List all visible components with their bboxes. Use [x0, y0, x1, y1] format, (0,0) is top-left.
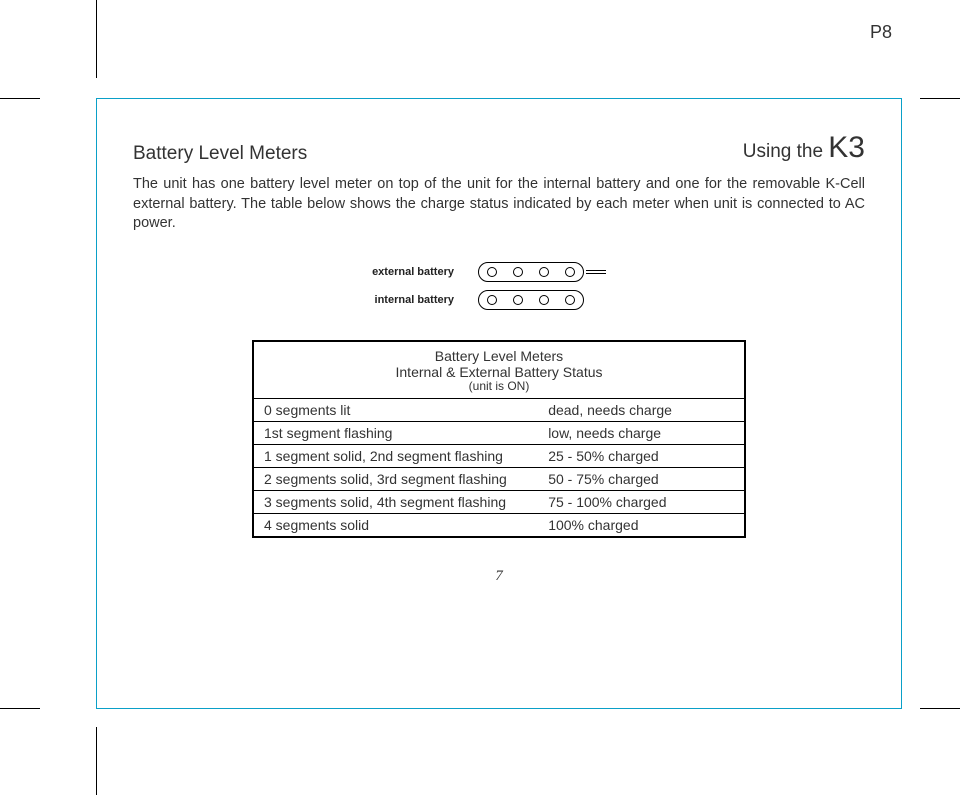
table-cell-right: 75 - 100% charged: [538, 491, 744, 513]
inner-page-number: 7: [133, 568, 865, 585]
meter-label-internal: internal battery: [334, 294, 454, 306]
crop-mark: [96, 727, 97, 795]
table-cell-right: 50 - 75% charged: [538, 468, 744, 490]
meter-icon-external: [478, 262, 606, 282]
top-page-label: P8: [870, 22, 892, 43]
table-heading: Battery Level Meters Internal & External…: [254, 342, 744, 399]
table-heading-line-1: Battery Level Meters: [262, 348, 736, 364]
meter-segment-icon: [565, 295, 575, 305]
meter-segment-icon: [513, 295, 523, 305]
table-heading-line-2: Internal & External Battery Status: [262, 364, 736, 380]
table-cell-right: 100% charged: [538, 514, 744, 536]
table-row: 1 segment solid, 2nd segment flashing 25…: [254, 444, 744, 467]
meter-segment-icon: [513, 267, 523, 277]
header-row: Battery Level Meters Using the K3: [133, 131, 865, 165]
battery-status-table: Battery Level Meters Internal & External…: [252, 340, 746, 538]
body-paragraph: The unit has one battery level meter on …: [133, 175, 865, 234]
table-cell-left: 3 segments solid, 4th segment flashing: [254, 491, 538, 513]
content-panel: Battery Level Meters Using the K3 The un…: [96, 98, 902, 709]
page: P8 Battery Level Meters Using the K3 The…: [0, 0, 960, 795]
meter-pill-icon: [478, 290, 584, 310]
table-cell-left: 0 segments lit: [254, 399, 538, 421]
meter-pill-icon: [478, 262, 584, 282]
chapter-title: Using the K3: [743, 131, 865, 165]
crop-mark: [920, 98, 960, 99]
table-cell-right: 25 - 50% charged: [538, 445, 744, 467]
table-row: 3 segments solid, 4th segment flashing 7…: [254, 490, 744, 513]
battery-meters-diagram: external battery internal battery: [334, 262, 664, 310]
meter-segment-icon: [487, 295, 497, 305]
chapter-prefix: Using the: [743, 141, 829, 162]
meter-segment-icon: [539, 295, 549, 305]
crop-mark: [0, 98, 40, 99]
meter-segment-icon: [565, 267, 575, 277]
meter-segment-icon: [539, 267, 549, 277]
table-cell-left: 4 segments solid: [254, 514, 538, 536]
section-title: Battery Level Meters: [133, 143, 307, 165]
table-cell-right: dead, needs charge: [538, 399, 744, 421]
table-row: 0 segments lit dead, needs charge: [254, 399, 744, 421]
table-cell-left: 1st segment flashing: [254, 422, 538, 444]
chapter-model: K3: [828, 131, 865, 164]
table-cell-left: 1 segment solid, 2nd segment flashing: [254, 445, 538, 467]
table-row: 2 segments solid, 3rd segment flashing 5…: [254, 467, 744, 490]
meter-segment-icon: [487, 267, 497, 277]
crop-mark: [920, 708, 960, 709]
meter-tail-icon: [586, 270, 606, 274]
meter-label-external: external battery: [334, 266, 454, 278]
table-row: 1st segment flashing low, needs charge: [254, 421, 744, 444]
meter-row-external: external battery: [334, 262, 664, 282]
meter-icon-internal: [478, 290, 584, 310]
meter-row-internal: internal battery: [334, 290, 664, 310]
table-row: 4 segments solid 100% charged: [254, 513, 744, 536]
table-cell-right: low, needs charge: [538, 422, 744, 444]
table-cell-left: 2 segments solid, 3rd segment flashing: [254, 468, 538, 490]
crop-mark: [96, 0, 97, 78]
crop-mark: [0, 708, 40, 709]
table-heading-line-3: (unit is ON): [262, 380, 736, 394]
